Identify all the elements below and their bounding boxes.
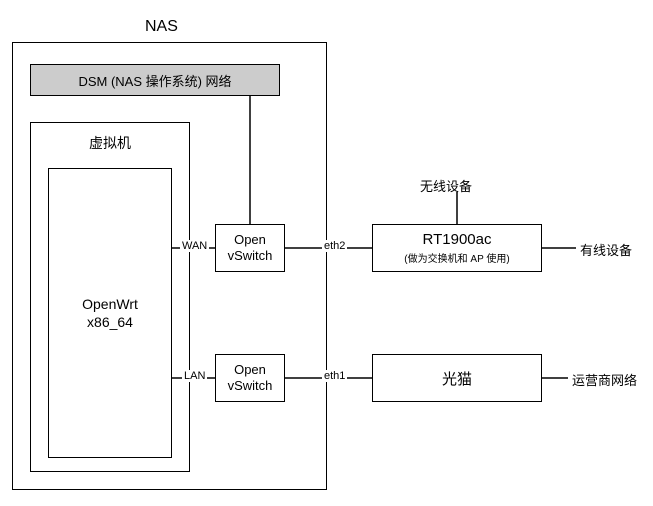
ovs-top-box: Open vSwitch (215, 224, 285, 272)
dsm-box: DSM (NAS 操作系统) 网络 (30, 64, 280, 96)
rt1900ac-sub: (做为交换机和 AP 使用) (404, 250, 509, 265)
ovs-bottom-box: Open vSwitch (215, 354, 285, 402)
edge-label-ovs_top-rt: eth2 (322, 240, 347, 252)
rt1900ac-box: RT1900ac (做为交换机和 AP 使用) (372, 224, 542, 272)
modem-box: 光猫 (372, 354, 542, 402)
modem-label: 光猫 (442, 368, 472, 389)
nas-title: NAS (145, 18, 178, 36)
ovs-top-label-1: Open (234, 232, 266, 248)
edge-label-openwrt-ovs_top: WAN (180, 240, 209, 252)
rt1900ac-label: RT1900ac (423, 231, 492, 248)
wireless-label: 无线设备 (420, 176, 472, 195)
dsm-label: DSM (NAS 操作系统) 网络 (78, 71, 231, 90)
ovs-bottom-label-1: Open (234, 362, 266, 378)
wired-label: 有线设备 (580, 240, 632, 259)
isp-label: 运营商网络 (572, 370, 637, 389)
ovs-bottom-label-2: vSwitch (228, 378, 273, 394)
edge-label-openwrt-ovs_bottom: LAN (182, 370, 207, 382)
openwrt-box: OpenWrt x86_64 (48, 168, 172, 458)
edge-label-ovs_bottom-modem: eth1 (322, 370, 347, 382)
openwrt-label-1: OpenWrt (82, 295, 138, 313)
openwrt-label-2: x86_64 (87, 313, 133, 331)
ovs-top-label-2: vSwitch (228, 248, 273, 264)
vm-title: 虚拟机 (89, 133, 131, 153)
